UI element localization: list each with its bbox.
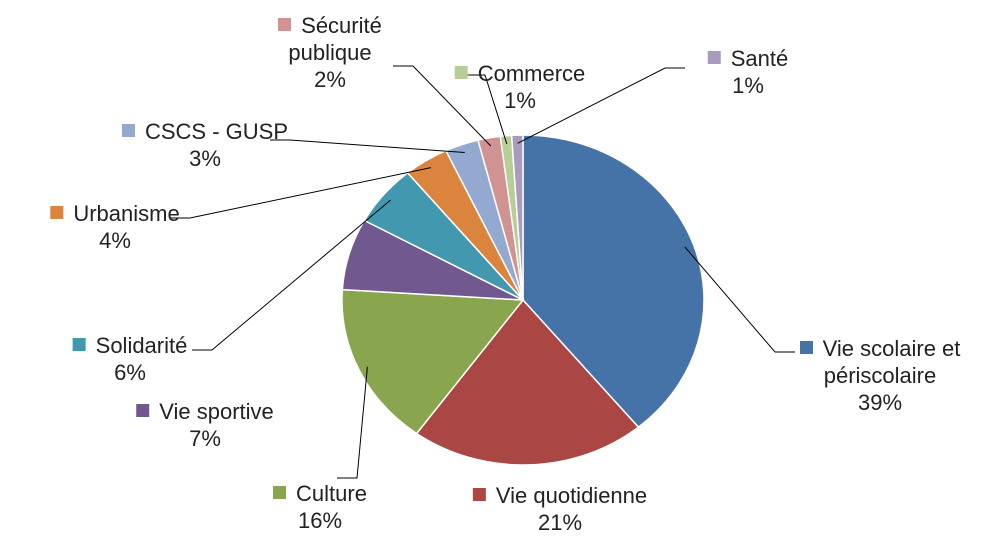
data-label: Sécurité publique 2% — [260, 12, 400, 93]
legend-swatch — [136, 404, 150, 417]
leader-line — [170, 167, 431, 219]
percent-label: 1% — [732, 73, 764, 98]
category-name: Santé — [730, 46, 789, 71]
leader-line — [337, 366, 368, 479]
percent-label: 7% — [189, 426, 221, 451]
percent-label: 21% — [537, 510, 583, 535]
percent-label: 1% — [504, 88, 536, 113]
legend-swatch — [278, 18, 292, 31]
data-label: Vie sportive 7% — [136, 398, 274, 452]
leader-line — [465, 74, 508, 145]
percent-label: 2% — [314, 67, 346, 92]
pie-slice — [522, 134, 705, 429]
leader-line — [270, 139, 465, 154]
percent-label: 3% — [189, 146, 221, 171]
pie-slice — [415, 298, 640, 466]
leader-line — [517, 67, 685, 144]
data-label: Vie scolaire et périscolaire 39% — [780, 335, 980, 416]
percent-label: 6% — [114, 360, 146, 385]
percent-label: 16% — [297, 508, 343, 533]
category-name: Solidarité — [95, 333, 188, 358]
data-label: Santé 1% — [707, 45, 789, 99]
legend-swatch — [72, 338, 86, 351]
pie-slice — [341, 288, 525, 435]
leader-line — [393, 65, 492, 147]
data-label: Vie quotidienne 21% — [472, 482, 648, 536]
pie-slice — [510, 134, 524, 301]
percent-label: 39% — [857, 390, 903, 415]
category-name: Vie scolaire et périscolaire — [822, 336, 961, 388]
legend-swatch — [273, 486, 287, 499]
category-name: Urbanisme — [73, 201, 180, 226]
category-name: Vie sportive — [159, 399, 274, 424]
data-label: Urbanisme 4% — [50, 200, 180, 254]
legend-swatch — [454, 66, 468, 79]
legend-swatch — [50, 206, 64, 219]
legend-swatch — [707, 51, 721, 64]
leader-line — [684, 246, 795, 353]
data-label: CSCS - GUSP 3% — [121, 118, 289, 172]
data-label: Commerce 1% — [454, 60, 586, 114]
legend-swatch — [121, 124, 135, 137]
legend-swatch — [472, 488, 486, 501]
data-label: Solidarité 6% — [72, 332, 188, 386]
data-label: Culture 16% — [273, 480, 367, 534]
legend-swatch — [799, 341, 813, 354]
category-name: Commerce — [477, 61, 586, 86]
leader-line — [192, 199, 391, 351]
category-name: Vie quotidienne — [495, 483, 648, 508]
category-name: Sécurité publique — [288, 13, 382, 65]
category-name: CSCS - GUSP — [144, 119, 289, 144]
category-name: Culture — [296, 481, 367, 506]
percent-label: 4% — [99, 228, 131, 253]
